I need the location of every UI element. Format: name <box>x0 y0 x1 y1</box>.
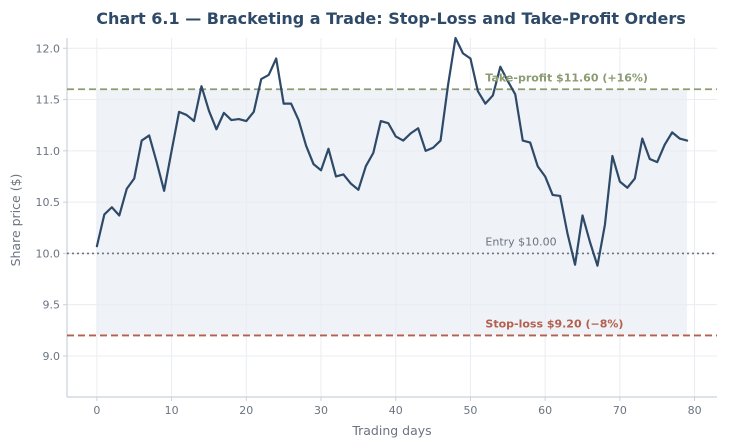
y-tick-label: 10.0 <box>36 247 61 260</box>
y-tick-label: 10.5 <box>36 196 61 209</box>
x-tick-label: 40 <box>389 404 403 417</box>
price-line <box>95 36 689 267</box>
x-tick-label: 0 <box>93 404 100 417</box>
x-tick-label: 50 <box>463 404 477 417</box>
y-tick-label: 12.0 <box>36 42 61 55</box>
y-tick-label: 9.5 <box>43 299 61 312</box>
y-tick-label: 11.5 <box>36 94 61 107</box>
reference-lines <box>67 88 717 337</box>
bracket-band <box>96 89 688 336</box>
x-tick-label: 80 <box>688 404 702 417</box>
x-tick-label: 70 <box>613 404 627 417</box>
price-series <box>95 36 689 267</box>
reference-labels: Take-profit $11.60 (+16%) Entry $10.00 Sto… <box>485 71 648 330</box>
reference-label: Take-profit $11.60 (+16%) <box>485 71 648 84</box>
axes <box>63 38 717 401</box>
y-tick-labels: 9.0 9.5 10.0 10.5 11.0 11.5 12.0 <box>36 42 61 363</box>
y-tick-label: 11.0 <box>36 145 61 158</box>
x-tick-label: 30 <box>314 404 328 417</box>
x-tick-label: 60 <box>538 404 552 417</box>
x-tick-label: 10 <box>165 404 179 417</box>
shaded-band <box>96 89 688 336</box>
reference-label: Entry $10.00 <box>485 235 556 248</box>
chart-title: Chart 6.1 — Bracketing a Trade: Stop-Los… <box>96 9 686 28</box>
y-tick-label: 9.0 <box>43 350 61 363</box>
x-axis-label: Trading days <box>351 423 431 438</box>
reference-label: Stop-loss $9.20 (−8%) <box>485 317 623 330</box>
y-axis-label: Share price ($) <box>8 174 23 267</box>
x-tick-label: 20 <box>239 404 253 417</box>
x-tick-labels: 0 10 20 30 40 50 60 70 80 <box>93 404 701 417</box>
